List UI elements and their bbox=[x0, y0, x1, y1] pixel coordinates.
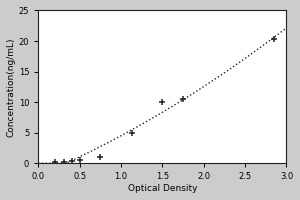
Y-axis label: Concentration(ng/mL): Concentration(ng/mL) bbox=[7, 37, 16, 137]
X-axis label: Optical Density: Optical Density bbox=[128, 184, 197, 193]
